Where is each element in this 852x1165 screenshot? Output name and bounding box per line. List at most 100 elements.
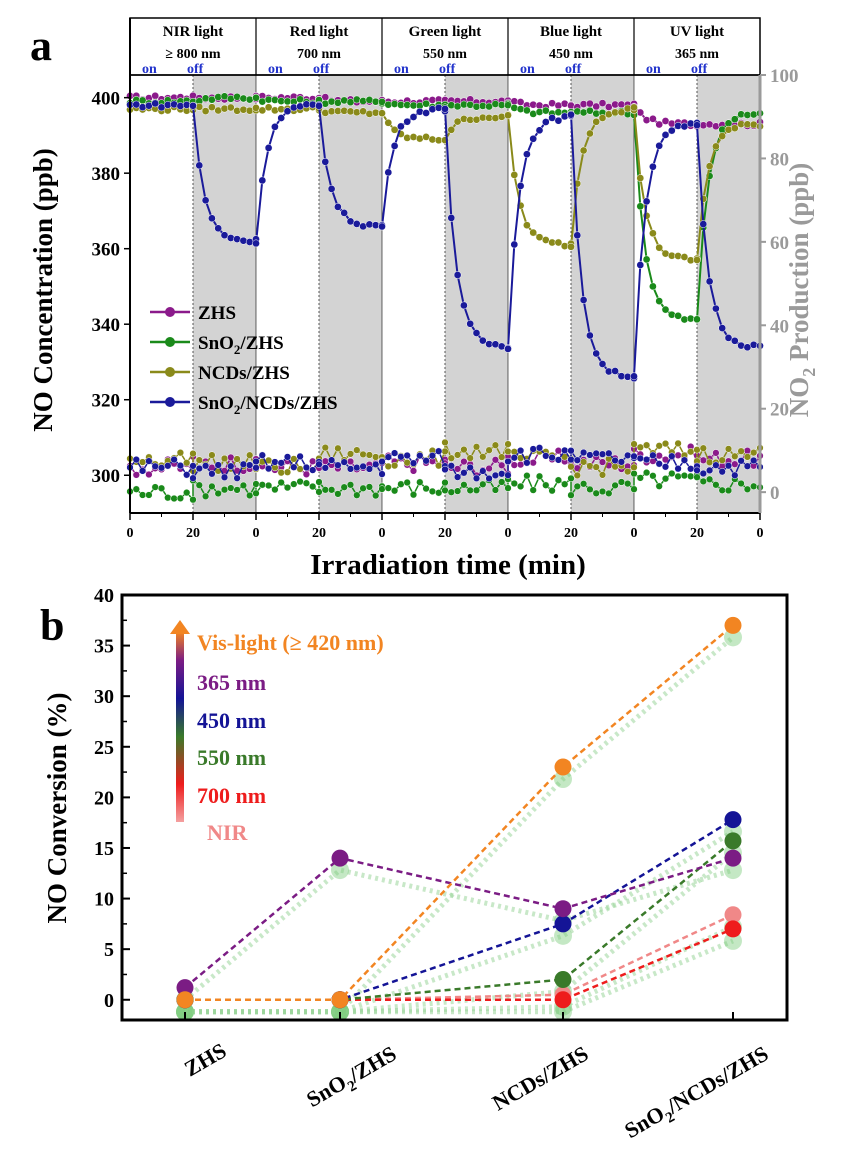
no2-data-point [164,494,172,502]
no-data-point [567,101,575,110]
no2-data-point [397,453,405,461]
no-data-point [283,107,292,116]
no2-data-point [731,460,739,468]
no-data-point [327,185,336,193]
no-data-point [271,106,279,115]
no2-data-point [258,451,266,459]
no2-data-point [611,481,619,490]
no2-data-point [567,463,575,471]
no2-data-point [661,439,670,448]
y-tick-label: 0 [104,990,114,1012]
no-data-point [208,214,216,223]
no-data-point [321,157,330,166]
no-data-point [441,105,449,113]
series-sno2-ncds-zhs-no2 [126,444,764,483]
no2-data-point [170,455,178,464]
no2-data-point [208,451,216,459]
no-data-point [705,277,714,286]
no2-data-point [548,453,556,462]
no2-data-point [372,460,380,469]
segment-light-name: Blue light [540,24,602,40]
no2-data-point [630,463,638,471]
no2-data-point [731,452,739,460]
on-label: on [520,62,535,77]
y-tick-label: 20 [94,787,114,809]
y-tick-label: 15 [94,838,114,860]
no2-data-point [176,494,185,502]
no2-data-point [592,463,600,471]
panel-b-shadow-points [176,628,742,1021]
legend-label: NCDs/ZHS [198,363,290,384]
no2-data-point [642,455,651,464]
no2-data-point [680,456,689,464]
no2-data-point [359,462,367,471]
no2-data-point [346,457,355,466]
no2-data-point [378,470,386,478]
no2-data-point [460,445,468,454]
y-tick-label: 25 [94,737,114,759]
no2-data-point [227,484,235,492]
no-data-point [415,107,424,116]
no2-data-point [586,485,594,494]
no2-data-point [535,472,544,480]
category-label: SnO2/ZHS [302,1041,403,1117]
no2-data-point [516,446,525,455]
no2-data-point [693,473,701,481]
no2-data-point [145,491,153,499]
no2-data-point [189,496,197,504]
no-data-point [189,101,197,110]
no-data-point [592,117,601,126]
no-data-point [271,96,279,104]
no2-data-point [561,446,569,455]
no-data-point [592,109,601,118]
no2-data-point [233,486,241,494]
no2-data-point [327,486,336,494]
no2-data-point [441,486,449,495]
panel-b-series [176,616,742,1009]
no2-data-point [567,474,575,483]
no2-data-point [151,462,159,470]
no2-data-point [428,452,437,460]
no2-data-point [498,461,506,469]
no-data-point [649,114,657,123]
legend-label: 450 nm [197,708,266,733]
no-data-point [428,105,437,114]
no2-data-point [605,449,613,457]
no2-data-point [485,474,493,483]
no-data-point [491,114,500,122]
no2-data-point [283,453,292,461]
no-data-point [535,126,544,135]
y2-tick-label: 100 [770,66,799,87]
no2-data-point [529,459,537,467]
no2-data-point [479,453,487,461]
no2-data-point [485,446,493,454]
no2-data-point [504,471,512,479]
no2-data-point [460,457,468,466]
no-data-point [397,122,405,131]
segment-light-name: Green light [409,24,482,40]
no2-data-point [233,474,241,482]
no2-data-point [605,489,613,498]
panel-a-series [126,91,764,504]
no-data-point [674,252,682,260]
no2-data-point [164,462,172,470]
no2-data-point [365,465,374,473]
no2-data-point [699,477,707,486]
no-data-point [680,253,689,261]
no2-data-point [296,477,304,486]
no-concentration-axis-label: NO Concentration (ppb) [28,148,58,432]
no2-data-point [346,465,355,473]
no-data-point [649,282,657,291]
no2-data-point [529,486,537,494]
no2-data-point [353,446,361,454]
no2-data-point [705,466,714,475]
data-point [724,906,742,924]
no-data-point [151,99,160,108]
no-data-point [271,122,279,131]
data-point [724,920,742,938]
no-data-point [346,107,355,116]
shadow-point [724,628,742,647]
y-tick-label: 10 [94,889,114,911]
legend-label: Vis-light (≥ 420 nm) [197,630,384,655]
no2-data-point [157,484,166,492]
